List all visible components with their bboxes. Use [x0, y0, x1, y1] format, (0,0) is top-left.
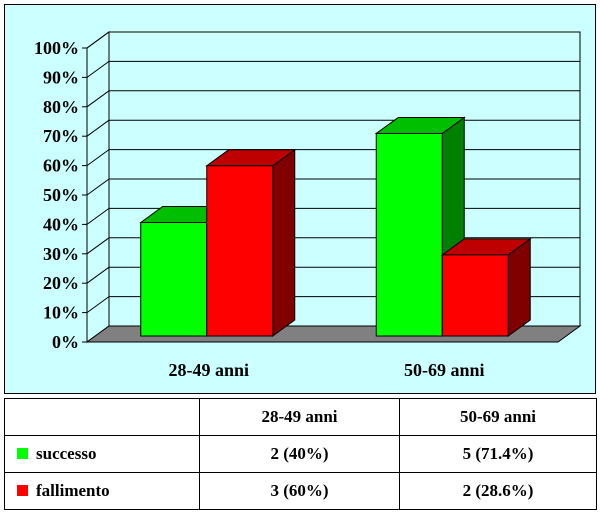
table-header-category: 50-69 anni	[399, 398, 597, 436]
legend-swatch-icon	[17, 485, 28, 497]
gridline	[86, 296, 110, 314]
table-row: successo 2 (40%) 5 (71.4%)	[4, 435, 597, 473]
bar	[140, 222, 208, 337]
y-tick-label: 80%	[43, 97, 79, 117]
table-corner-cell	[4, 398, 200, 436]
table-row: fallimento 3 (60%) 2 (28.6%)	[4, 472, 597, 510]
y-tick-label: 0%	[52, 332, 79, 352]
legend-label: fallimento	[36, 481, 110, 501]
y-tick-label: 60%	[43, 156, 79, 176]
gridline	[86, 90, 110, 108]
gridline	[86, 119, 110, 137]
legend-swatch-icon	[17, 448, 28, 460]
table-header-category: 28-49 anni	[199, 398, 400, 436]
bar	[375, 132, 443, 337]
gridline	[86, 266, 110, 284]
bar-side	[272, 148, 296, 337]
chart-panel: 0% 10% 20% 30% 40% 50% 60% 70% 80% 90% 100% 28-49 a…	[4, 4, 596, 394]
table-cell: 2 (40%)	[199, 435, 400, 473]
y-tick-label: 10%	[43, 303, 79, 323]
gridline	[86, 60, 110, 78]
y-tick-label: 30%	[43, 244, 79, 264]
y-tick-label: 100%	[34, 38, 79, 58]
data-table: 28-49 anni 50-69 anni successo 2 (40%) 5…	[4, 398, 597, 510]
bar-side	[507, 237, 531, 337]
x-tick-label: 50-69 anni	[404, 360, 485, 380]
bar	[206, 165, 274, 337]
table-cell: 2 (28.6%)	[399, 472, 597, 510]
y-tick-label: 40%	[43, 214, 79, 234]
gridline	[86, 178, 110, 196]
table-header-row: 28-49 anni 50-69 anni	[4, 398, 597, 436]
table-cell: 3 (60%)	[199, 472, 400, 510]
legend-entry: successo	[4, 435, 200, 473]
bar-chart: 0% 10% 20% 30% 40% 50% 60% 70% 80% 90% 100% 28-49 a…	[34, 31, 582, 380]
bar	[441, 254, 509, 337]
legend-label: successo	[36, 444, 97, 464]
table-cell: 5 (71.4%)	[399, 435, 597, 473]
gridline	[86, 31, 110, 49]
y-tick-label: 70%	[43, 126, 79, 146]
x-tick-label: 28-49 anni	[168, 360, 249, 380]
gridline	[86, 207, 110, 225]
legend-entry: fallimento	[4, 472, 200, 510]
gridline	[86, 149, 110, 167]
gridline	[86, 237, 110, 255]
y-tick-label: 50%	[43, 185, 79, 205]
y-tick-label: 90%	[43, 67, 79, 87]
y-tick-label: 20%	[43, 273, 79, 293]
